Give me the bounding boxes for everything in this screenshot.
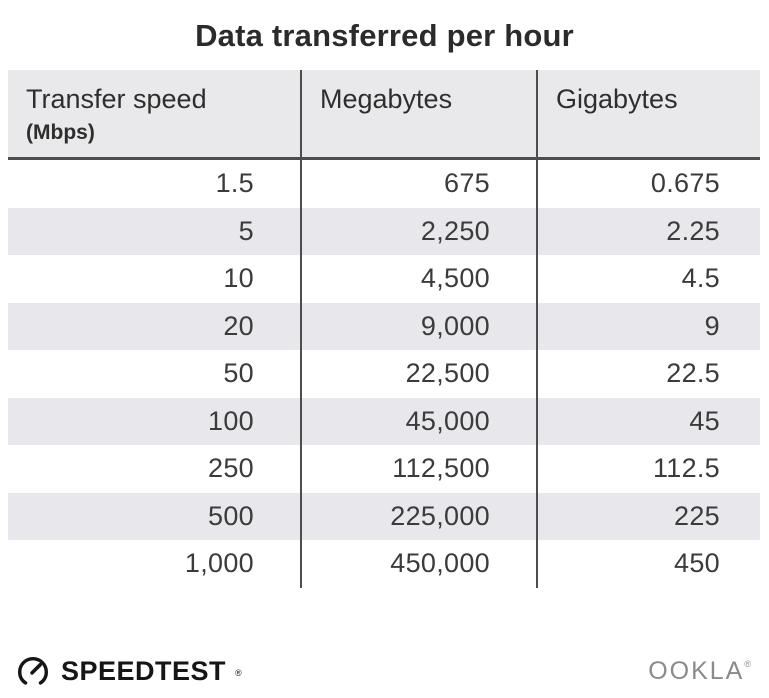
speedtest-logo: SPEEDTEST ® (14, 652, 242, 690)
cell-megabytes: 225,000 (302, 492, 538, 540)
gauge-icon (17, 656, 49, 687)
column-header-transfer-speed: Transfer speed (Mbps) (8, 70, 302, 157)
cell-gigabytes: 450 (674, 548, 720, 579)
cell-gigabytes: 0.675 (650, 168, 720, 199)
table-row: 500 225,000 225 (8, 492, 760, 540)
cell-transfer-speed: 20 (8, 302, 302, 350)
ookla-registered-mark: ® (744, 658, 753, 669)
column-header-megabytes: Megabytes (302, 70, 538, 157)
table-row: 100 45,000 45 (8, 397, 760, 445)
speedtest-wordmark: SPEEDTEST (61, 655, 227, 686)
cell-transfer-speed: 100 (8, 397, 302, 445)
data-table: Transfer speed (Mbps) Megabytes Gigabyte… (8, 70, 760, 588)
cell-gigabytes: 2.25 (666, 215, 720, 246)
cell-megabytes: 45,000 (302, 397, 538, 445)
cell-transfer-speed: 1.5 (8, 160, 302, 208)
cell-megabytes: 4,500 (302, 255, 538, 303)
cell-megabytes: 450,000 (302, 540, 538, 588)
table-row: 5 2,250 2.25 (8, 207, 760, 255)
speedtest-registered-mark: ® (235, 668, 242, 678)
table-header-row: Transfer speed (Mbps) Megabytes Gigabyte… (8, 70, 760, 160)
ookla-logo: OOKLA® (648, 657, 753, 686)
cell-gigabytes: 45 (689, 405, 720, 436)
cell-megabytes: 675 (302, 160, 538, 208)
cell-gigabytes: 4.5 (681, 263, 720, 294)
cell-gigabytes: 22.5 (666, 358, 720, 389)
footer: SPEEDTEST ® OOKLA® (14, 652, 753, 690)
cell-megabytes: 2,250 (302, 207, 538, 255)
table-row: 10 4,500 4.5 (8, 255, 760, 303)
cell-transfer-speed: 50 (8, 350, 302, 398)
column-header-unit: (Mbps) (26, 121, 95, 144)
column-header-label: Transfer speed (26, 84, 207, 114)
ookla-wordmark: OOKLA (648, 656, 745, 685)
cell-megabytes: 22,500 (302, 350, 538, 398)
table-row: 50 22,500 22.5 (8, 350, 760, 398)
cell-gigabytes: 9 (704, 310, 720, 341)
cell-megabytes: 9,000 (302, 302, 538, 350)
table-row: 1,000 450,000 450 (8, 540, 760, 588)
table-row: 20 9,000 9 (8, 302, 760, 350)
column-header-gigabytes: Gigabytes (556, 84, 678, 114)
page-title: Data transferred per hour (195, 18, 574, 53)
cell-transfer-speed: 500 (8, 492, 302, 540)
cell-gigabytes: 225 (674, 500, 720, 531)
table-row: 250 112,500 112.5 (8, 445, 760, 493)
cell-gigabytes: 112.5 (652, 453, 720, 484)
table-row: 1.5 675 0.675 (8, 160, 760, 208)
cell-megabytes: 112,500 (302, 445, 538, 493)
cell-transfer-speed: 5 (8, 207, 302, 255)
cell-transfer-speed: 250 (8, 445, 302, 493)
cell-transfer-speed: 1,000 (8, 540, 302, 588)
cell-transfer-speed: 10 (8, 255, 302, 303)
table-body: 1.5 675 0.675 5 2,250 2.25 10 4,500 4.5 20 9,000 9 5… (8, 160, 760, 588)
